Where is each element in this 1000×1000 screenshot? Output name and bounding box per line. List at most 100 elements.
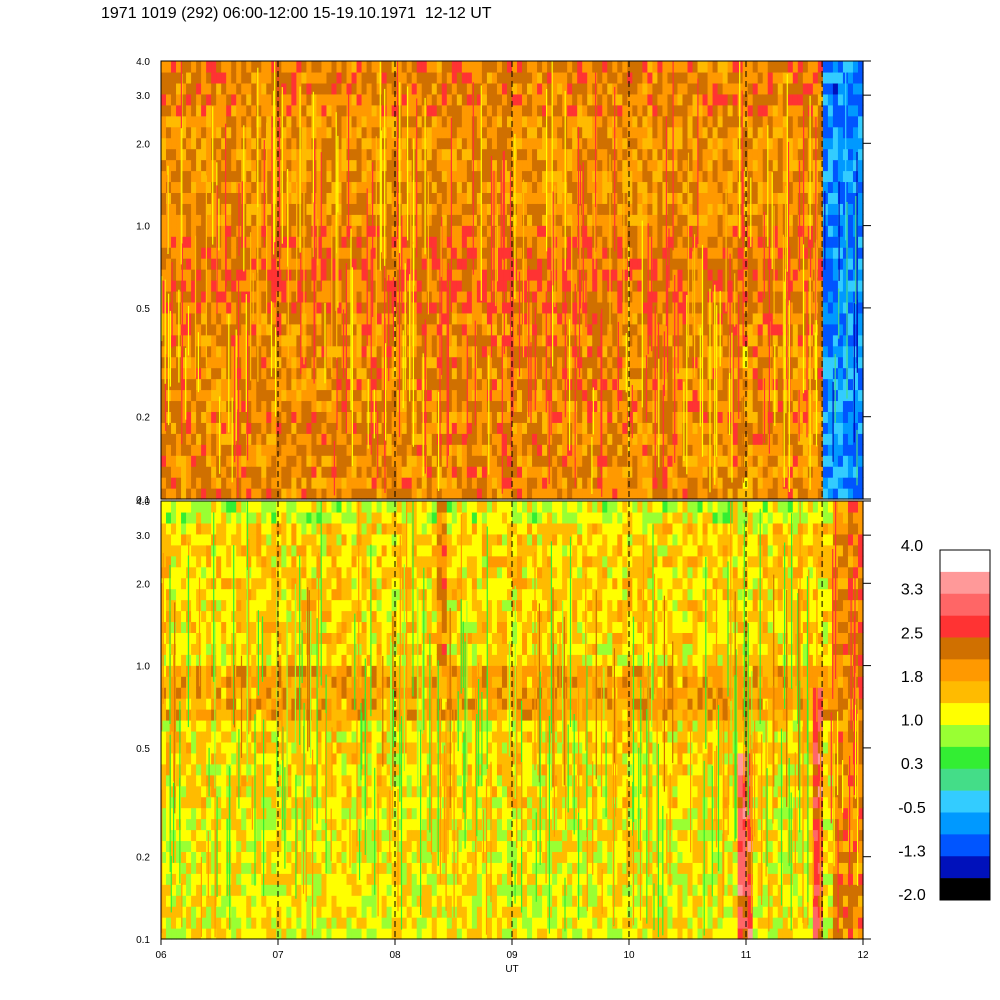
heatmap-cell <box>186 236 192 248</box>
heatmap-cell <box>457 149 463 161</box>
heatmap-cell <box>452 192 458 204</box>
heatmap-cell <box>251 444 257 456</box>
heatmap-cell <box>708 236 714 248</box>
heatmap-cell <box>161 214 167 226</box>
heatmap-cell <box>221 488 227 500</box>
heatmap-cell <box>607 411 613 423</box>
heatmap-cell <box>442 247 448 259</box>
heatmap-cell <box>718 411 724 423</box>
heatmap-cell <box>632 236 638 248</box>
heatmap-cell <box>532 236 538 248</box>
heatmap-cell <box>467 116 473 128</box>
heatmap-cell <box>703 72 709 84</box>
heatmap-cell <box>677 477 683 489</box>
heatmap-cell <box>171 225 177 237</box>
heatmap-cell <box>442 422 448 434</box>
heatmap-cell <box>662 171 668 183</box>
heatmap-cell <box>191 203 197 215</box>
heatmap-cell <box>256 390 262 402</box>
heatmap-cell <box>627 181 633 193</box>
heatmap-cell <box>457 400 463 412</box>
heatmap-cell <box>612 422 618 434</box>
heatmap-cell <box>221 335 227 347</box>
heatmap-cell <box>662 149 668 161</box>
heatmap-cell <box>467 149 473 161</box>
heatmap-cell <box>221 422 227 434</box>
heatmap-cell <box>402 171 408 183</box>
heatmap-cell <box>597 149 603 161</box>
heatmap-cell <box>657 94 663 106</box>
heatmap-cell <box>708 247 714 259</box>
heatmap-cell <box>221 94 227 106</box>
heatmap-cell <box>733 116 739 128</box>
heatmap-cell <box>301 488 307 500</box>
heatmap-cell <box>763 444 769 456</box>
heatmap-cell <box>372 357 378 369</box>
heatmap-cell <box>537 236 543 248</box>
heatmap-cell <box>492 400 498 412</box>
heatmap-cell <box>216 61 222 73</box>
heatmap-cell <box>357 280 363 292</box>
heatmap-cell <box>537 335 543 347</box>
heatmap-cell <box>251 138 257 150</box>
heatmap-cell <box>642 455 648 467</box>
heatmap-cell <box>251 171 257 183</box>
heatmap-cell <box>703 379 709 391</box>
heatmap-cell <box>221 368 227 380</box>
heatmap-cell <box>161 138 167 150</box>
heatmap-cell <box>417 302 423 314</box>
heatmap-cell <box>362 335 368 347</box>
heatmap-cell <box>693 203 699 215</box>
heatmap-cell <box>291 411 297 423</box>
heatmap-cell <box>487 390 493 402</box>
heatmap-cell <box>632 94 638 106</box>
heatmap-cell <box>597 225 603 237</box>
heatmap-cell <box>472 477 478 489</box>
heatmap-cell <box>236 258 242 270</box>
heatmap-cell <box>231 488 237 500</box>
heatmap-cell <box>632 433 638 445</box>
heatmap-cell <box>392 181 398 193</box>
heatmap-cell <box>632 379 638 391</box>
heatmap-cell <box>342 127 348 139</box>
heatmap-cell <box>276 379 282 391</box>
heatmap-cell <box>703 302 709 314</box>
heatmap-cell <box>417 214 423 226</box>
heatmap-cell <box>347 160 353 172</box>
heatmap-cell <box>572 127 578 139</box>
heatmap-cell <box>437 203 443 215</box>
heatmap-cell <box>452 477 458 489</box>
heatmap-cell <box>677 422 683 434</box>
heatmap-cell <box>487 411 493 423</box>
heatmap-cell <box>191 400 197 412</box>
heatmap-cell <box>647 433 653 445</box>
heatmap-cell <box>422 357 428 369</box>
heatmap-cell <box>261 455 267 467</box>
heatmap-cell <box>718 236 724 248</box>
heatmap-cell <box>522 379 528 391</box>
heatmap-cell <box>602 116 608 128</box>
heatmap-cell <box>708 225 714 237</box>
heatmap-cell <box>462 411 468 423</box>
heatmap-cell <box>517 400 523 412</box>
heatmap-cell <box>642 160 648 172</box>
heatmap-cell <box>522 247 528 259</box>
heatmap-cell <box>251 203 257 215</box>
heatmap-cell <box>281 313 287 325</box>
heatmap-cell <box>708 105 714 117</box>
heatmap-cell <box>447 94 453 106</box>
heatmap-cell <box>442 324 448 336</box>
heatmap-cell <box>703 83 709 95</box>
heatmap-cell <box>642 466 648 478</box>
heatmap-cell <box>582 488 588 500</box>
heatmap-cell <box>622 302 628 314</box>
heatmap-cell <box>221 61 227 73</box>
heatmap-cell <box>587 368 593 380</box>
heatmap-cell <box>713 488 719 500</box>
heatmap-cell <box>552 171 558 183</box>
heatmap-cell <box>452 181 458 193</box>
heatmap-cell <box>412 455 418 467</box>
heatmap-cell <box>286 444 292 456</box>
heatmap-cell <box>377 477 383 489</box>
heatmap-cell <box>537 72 543 84</box>
